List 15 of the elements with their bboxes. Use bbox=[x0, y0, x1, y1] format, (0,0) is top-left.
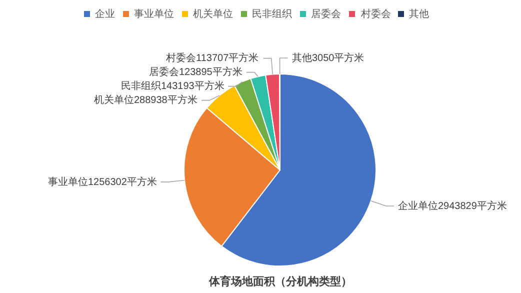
legend-label: 事业单位 bbox=[134, 8, 174, 20]
legend-label: 民非组织 bbox=[252, 8, 292, 20]
legend-label: 居委会 bbox=[311, 8, 341, 20]
legend-label: 机关单位 bbox=[193, 8, 233, 20]
data-label: 民非组织143193平方米 bbox=[121, 80, 224, 92]
legend-label: 其他 bbox=[409, 8, 429, 20]
data-label: 企业单位2943829平方米 bbox=[398, 200, 507, 212]
data-label: 事业单位1256302平方米 bbox=[48, 176, 157, 188]
data-label: 村委会113707平方米 bbox=[165, 52, 259, 64]
data-label: 居委会123895平方米 bbox=[149, 66, 242, 78]
text: 体育场地面积（分机构类型） bbox=[208, 275, 352, 288]
legend-label: 村委会 bbox=[360, 8, 391, 20]
data-label: 机关单位288938平方米 bbox=[94, 94, 198, 106]
data-label: 其他3050平方米 bbox=[292, 52, 364, 64]
legend-label: 企业 bbox=[95, 8, 115, 20]
